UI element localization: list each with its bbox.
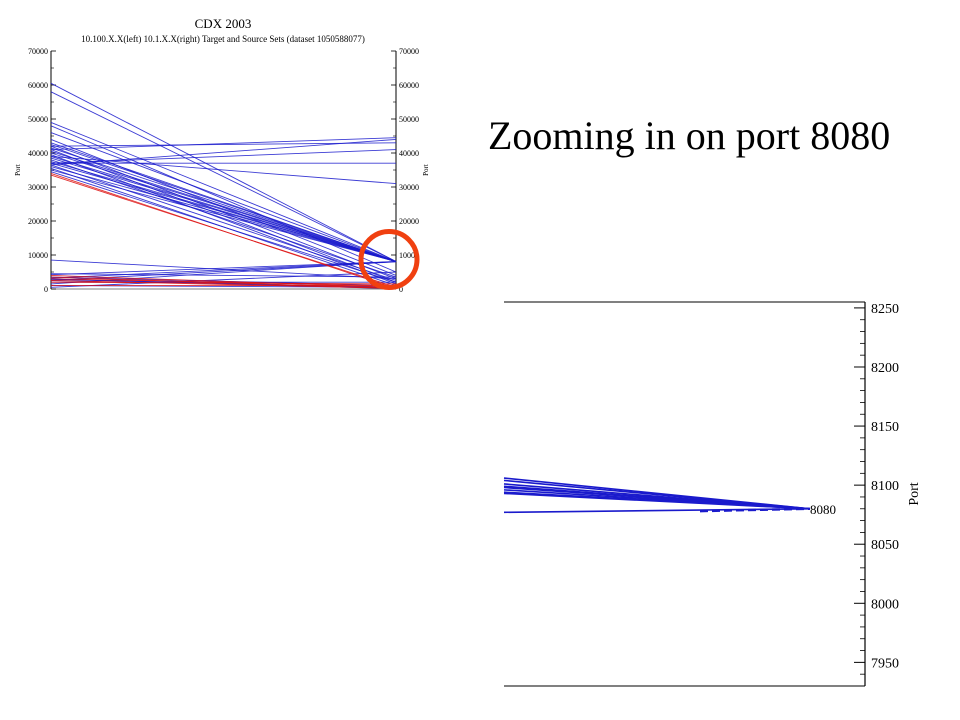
left-axis-label: Port (14, 164, 22, 176)
cdx-chart: CDX 2003 10.100.X.X(left) 10.1.X.X(right)… (14, 16, 430, 294)
left-tick-label: 70000 (28, 47, 48, 56)
right-tick-label: 10000 (399, 251, 419, 260)
series-line (50, 278, 397, 287)
right-tick-label: 30000 (399, 183, 419, 192)
series-line (50, 164, 397, 281)
series-line (50, 166, 397, 262)
series-line (50, 162, 397, 262)
left-tick-label: 50000 (28, 115, 48, 124)
zoom-series-line (699, 507, 811, 513)
left-tick-label: 0 (44, 285, 48, 294)
series-line (50, 91, 397, 262)
series-line (50, 157, 397, 262)
left-tick-label: 20000 (28, 217, 48, 226)
series-line (50, 261, 397, 279)
chart-title: CDX 2003 (195, 16, 252, 31)
zoom-tick-label: 8200 (871, 361, 899, 376)
series-line (50, 281, 397, 285)
zoom-tick-label: 8100 (871, 479, 899, 494)
left-tick-label: 40000 (28, 149, 48, 158)
chart-subtitle: 10.100.X.X(left) 10.1.X.X(right) Target … (81, 34, 365, 44)
series-line (50, 271, 397, 288)
zoom-tick-label: 8150 (871, 420, 899, 435)
series-line (50, 273, 397, 278)
right-tick-label: 60000 (399, 81, 419, 90)
series-line (50, 125, 397, 273)
series-line (50, 280, 397, 289)
zoom-tick-label: 8050 (871, 538, 899, 553)
series-line (50, 137, 397, 151)
slide-title: Zooming in on port 8080 (488, 113, 891, 158)
series-line (50, 261, 397, 276)
zoom-tick-label: 8250 (871, 302, 899, 317)
port-annotation: 8080 (810, 502, 836, 517)
right-axis-label: Port (422, 164, 430, 176)
highlight-circle (358, 229, 420, 291)
left-tick-label: 60000 (28, 81, 48, 90)
series-line (50, 169, 397, 262)
series-line (50, 159, 397, 278)
zoom-chart: 7950 8000 8050 8100 8150 8200 8250 Port 8080 (503, 301, 922, 687)
series-line (50, 152, 397, 262)
right-tick-label: 0 (399, 285, 403, 294)
series-line (50, 154, 397, 285)
right-tick-label: 70000 (399, 47, 419, 56)
series-line (50, 144, 397, 262)
left-tick-label: 10000 (28, 251, 48, 260)
zoom-series-line (503, 492, 811, 510)
zoom-axis-label: Port (907, 482, 922, 505)
series-line (50, 82, 397, 262)
series-line (50, 155, 397, 185)
left-tick-label: 30000 (28, 183, 48, 192)
zoom-series-line (503, 507, 811, 514)
right-tick-label: 40000 (399, 149, 419, 158)
right-tick-label: 50000 (399, 115, 419, 124)
zoom-tick-label: 8000 (871, 597, 899, 612)
zoom-tick-label: 7950 (871, 656, 899, 671)
series-line (50, 174, 397, 288)
right-tick-label: 20000 (399, 217, 419, 226)
series-line (50, 147, 397, 262)
series-line (50, 132, 397, 262)
series-line (50, 171, 397, 283)
